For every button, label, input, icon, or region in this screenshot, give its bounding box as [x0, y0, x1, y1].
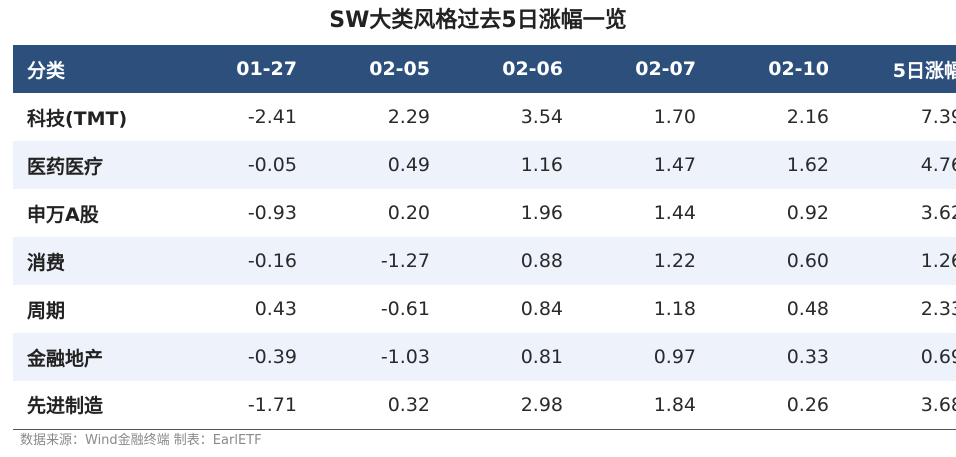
cell-daily-change: 0.81 [520, 346, 563, 368]
cell-daily-change: 0.84 [520, 298, 563, 320]
cell-daily-change: 1.84 [577, 381, 710, 430]
column-header-date: 01-27 [236, 58, 297, 80]
cell-daily-change: -0.93 [247, 202, 297, 224]
cell-daily-change: -1.27 [380, 250, 430, 272]
row-category: 医药医疗 [27, 155, 104, 178]
cell-5day-change: 3.62 [920, 202, 956, 224]
cell-daily-change: 0.33 [786, 346, 829, 368]
table-row: 周期 0.43 -0.61 0.84 1.18 0.48 2.33 [13, 285, 956, 333]
table-body: 科技(TMT) -2.41 2.29 3.54 1.70 2.16 7.39 医药医疗 -0.0… [13, 93, 956, 430]
cell-daily-change: 2.29 [387, 106, 430, 128]
row-category: 消费 [27, 251, 66, 274]
cell-daily-change: -1.71 [178, 381, 311, 430]
cell-daily-change: -0.61 [380, 298, 430, 320]
cell-daily-change: 1.47 [653, 154, 696, 176]
cell-daily-change: 1.22 [653, 250, 696, 272]
cell-5day-change: 4.76 [920, 154, 956, 176]
column-header-category: 分类 [27, 59, 66, 82]
cell-daily-change: 0.88 [520, 250, 563, 272]
cell-daily-change: 1.16 [520, 154, 563, 176]
table-row: 消费 -0.16 -1.27 0.88 1.22 0.60 1.26 [13, 237, 956, 285]
cell-daily-change: 2.16 [786, 106, 829, 128]
cell-daily-change: 0.26 [710, 381, 843, 430]
row-category: 科技(TMT) [27, 107, 128, 130]
cell-daily-change: 0.60 [786, 250, 829, 272]
table-row: 金融地产 -0.39 -1.03 0.81 0.97 0.33 0.69 [13, 333, 956, 381]
cell-daily-change: -1.03 [380, 346, 430, 368]
cell-daily-change: 0.49 [387, 154, 430, 176]
cell-daily-change: 0.20 [387, 202, 430, 224]
cell-daily-change: -0.05 [247, 154, 297, 176]
column-header-date: 02-05 [369, 58, 430, 80]
performance-table: 分类 01-27 02-05 02-06 02-07 02-10 5日涨幅 科技… [13, 45, 956, 430]
row-category: 金融地产 [27, 347, 104, 370]
row-category: 先进制造 [13, 381, 178, 430]
cell-daily-change: 0.32 [311, 381, 444, 430]
table-row: 申万A股 -0.93 0.20 1.96 1.44 0.92 3.62 [13, 189, 956, 237]
cell-daily-change: 1.70 [653, 106, 696, 128]
table-row: 先进制造-1.710.322.981.840.263.68 [13, 381, 956, 430]
cell-daily-change: 1.44 [653, 202, 696, 224]
cell-5day-change: 3.68 [843, 381, 956, 430]
cell-daily-change: 1.96 [520, 202, 563, 224]
table-row: 科技(TMT) -2.41 2.29 3.54 1.70 2.16 7.39 [13, 93, 956, 141]
row-category: 周期 [27, 299, 66, 322]
cell-daily-change: -0.16 [247, 250, 297, 272]
column-header-date: 02-07 [635, 58, 696, 80]
cell-daily-change: 0.97 [653, 346, 696, 368]
header-row: 分类 01-27 02-05 02-06 02-07 02-10 5日涨幅 [13, 45, 956, 93]
cell-daily-change: -0.39 [247, 346, 297, 368]
cell-daily-change: 0.92 [786, 202, 829, 224]
cell-daily-change: 2.98 [444, 381, 577, 430]
cell-5day-change: 1.26 [920, 250, 956, 272]
cell-daily-change: -2.41 [247, 106, 297, 128]
cell-5day-change: 7.39 [920, 106, 956, 128]
cell-daily-change: 0.48 [786, 298, 829, 320]
source-note: 数据来源：Wind金融终端 制表：EarlETF [20, 433, 262, 448]
cell-daily-change: 1.18 [653, 298, 696, 320]
cell-5day-change: 2.33 [920, 298, 956, 320]
row-category: 申万A股 [27, 203, 99, 226]
table-row: 医药医疗 -0.05 0.49 1.16 1.47 1.62 4.76 [13, 141, 956, 189]
column-header-date: 02-10 [768, 58, 829, 80]
cell-daily-change: 3.54 [520, 106, 563, 128]
cell-daily-change: 0.43 [254, 298, 297, 320]
cell-daily-change: 1.62 [786, 154, 829, 176]
cell-5day-change: 0.69 [920, 346, 956, 368]
table-title: SW大类风格过去5日涨幅一览 [329, 8, 627, 33]
column-header-date: 02-06 [502, 58, 563, 80]
column-header-5day-change: 5日涨幅 [892, 59, 956, 82]
